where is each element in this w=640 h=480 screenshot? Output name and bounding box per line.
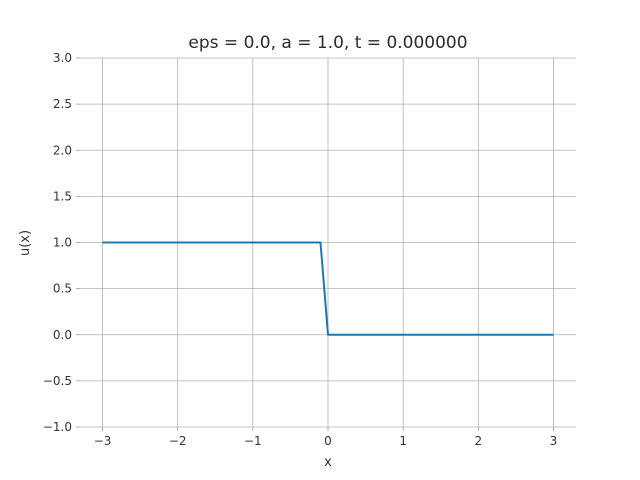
x-tick-label: 0 [324, 434, 332, 448]
x-tick-label: 2 [474, 434, 482, 448]
x-axis: −3 −2 −1 0 1 2 3 [94, 427, 558, 448]
x-tick-label: −3 [94, 434, 112, 448]
y-tick-label: 1.0 [53, 236, 72, 250]
y-tick-label: 1.5 [53, 189, 72, 203]
x-axis-label: x [324, 455, 332, 470]
y-axis: −1.0 −0.5 0.0 0.5 1.0 1.5 2.0 2.5 3.0 [43, 51, 80, 434]
y-tick-label: 3.0 [53, 51, 72, 65]
series-layer [102, 241, 554, 336]
x-tick-label: 1 [399, 434, 407, 448]
series-line [102, 241, 554, 336]
x-tick-label: −1 [244, 434, 262, 448]
x-tick-label: −2 [169, 434, 187, 448]
y-tick-label: −0.5 [43, 374, 72, 388]
y-tick-label: 2.0 [53, 143, 72, 157]
y-axis-label: u(x) [18, 230, 33, 256]
y-tick-label: 0.0 [53, 328, 72, 342]
x-tick-label: 3 [550, 434, 558, 448]
y-tick-label: 2.5 [53, 97, 72, 111]
y-tick-label: 0.5 [53, 282, 72, 296]
chart-title: eps = 0.0, a = 1.0, t = 0.000000 [188, 33, 467, 53]
y-tick-label: −1.0 [43, 420, 72, 434]
